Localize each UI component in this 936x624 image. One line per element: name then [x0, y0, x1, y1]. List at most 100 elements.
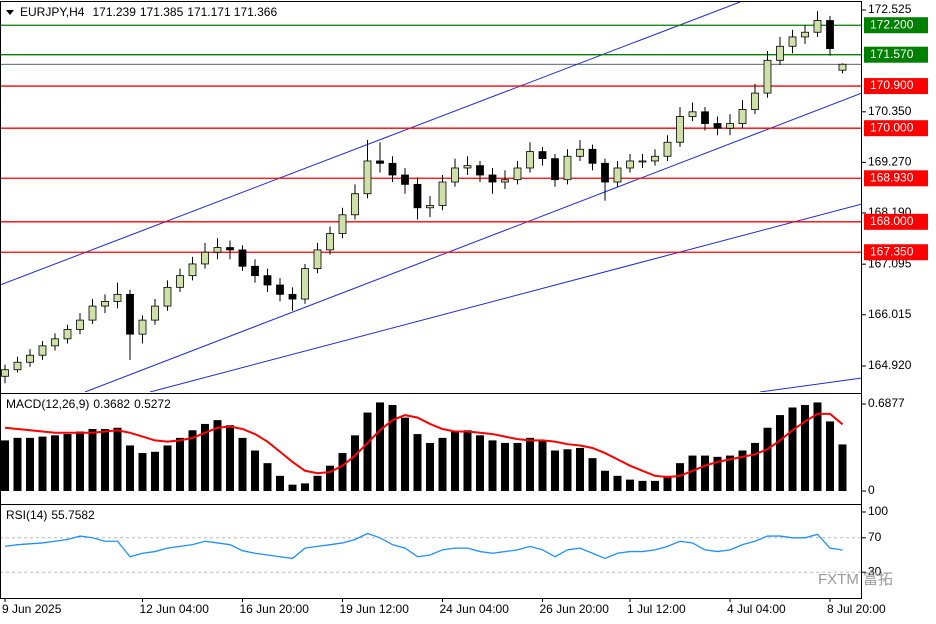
watermark: FXTM 富拓 [818, 570, 893, 588]
candle-body [188, 263, 197, 277]
candle-body [76, 319, 84, 330]
macd-bar [363, 412, 372, 492]
macd-bar [376, 402, 384, 492]
macd-bar [113, 427, 122, 492]
x-tick-label: 26 Jun 20:00 [540, 602, 610, 616]
macd-bar [313, 475, 322, 492]
macd-bar [213, 420, 222, 492]
candle-body [588, 148, 597, 164]
macd-bar [188, 430, 197, 492]
y-tick-label: 70 [868, 530, 882, 544]
level-label: 168.930 [870, 170, 914, 184]
candle-body [326, 233, 334, 251]
trendline [149, 203, 862, 392]
macd-bar [588, 458, 597, 492]
macd-bar [438, 437, 447, 492]
candle-body [688, 111, 697, 117]
y-tick-label: 166.015 [868, 307, 912, 321]
macd-bar [288, 484, 297, 492]
macd-bar [38, 436, 47, 492]
macd-bar [776, 415, 784, 492]
rsi-value: 55.7582 [51, 508, 95, 522]
header-value: 171.366 [234, 5, 278, 19]
macd-bar [201, 423, 209, 492]
macd-bar [138, 453, 147, 492]
trendlines [0, 2, 862, 392]
macd-signal-value: 0.5272 [134, 397, 171, 411]
candle-body [238, 249, 247, 267]
y-tick-label: 169.270 [868, 155, 912, 169]
candle-body [726, 123, 734, 129]
macd-bar [88, 429, 97, 492]
indicator-panels: 0.6877 0 MACD(12,26,9) 0.3682 0.5272 100 70 30 R… [0, 396, 905, 578]
candle-body [263, 275, 272, 286]
candle-body [351, 193, 359, 216]
candle-body [576, 148, 584, 157]
candle-body [526, 151, 534, 169]
candle-body [213, 247, 222, 253]
candle-body [413, 183, 422, 209]
candle-body [626, 160, 634, 169]
frames [0, 1, 862, 599]
level-label: 170.900 [870, 78, 914, 92]
level-label: 167.350 [870, 244, 914, 258]
macd-bar [538, 440, 547, 492]
candle-body [776, 45, 784, 61]
candle-body [651, 155, 659, 162]
macd-bar [101, 429, 109, 492]
chart-header: EURJPY,H4 171.239 171.385 171.171 171.366 [20, 5, 277, 19]
candle-body [488, 174, 497, 183]
macd-bar [238, 437, 247, 492]
candle-body [26, 354, 34, 363]
level-label: 172.200 [870, 17, 914, 31]
candle-body [38, 345, 47, 356]
macd-bar [338, 453, 347, 492]
candle-body [638, 160, 647, 163]
macd-bar [26, 437, 34, 492]
macd-bar [126, 445, 134, 492]
candle-body [538, 151, 547, 160]
candle-body [88, 305, 97, 321]
macd-bar [576, 447, 584, 492]
macd-bar [826, 421, 834, 492]
candle-body [513, 167, 522, 181]
macd-bar [751, 442, 759, 492]
candle-body [176, 275, 184, 288]
trendline [759, 377, 862, 392]
macd-header: MACD(12,26,9) 0.3682 0.5272 [6, 397, 171, 411]
x-tick-label: 12 Jun 04:00 [140, 602, 210, 616]
x-tick-label: 19 Jun 12:00 [340, 602, 410, 616]
macd-bar [351, 435, 359, 492]
candle-body [801, 31, 809, 38]
macd-bar [713, 456, 722, 492]
candle-body [751, 92, 759, 110]
macd-bar [613, 475, 622, 492]
candle-body [338, 214, 347, 234]
x-tick-label: 24 Jun 04:00 [440, 602, 510, 616]
level-label-bg [864, 244, 928, 261]
macd-bar [813, 402, 822, 492]
macd-bar [388, 404, 397, 492]
y-tick-label: 164.920 [868, 358, 912, 372]
candle-body [1, 369, 9, 377]
macd-bar [326, 465, 334, 492]
macd-bar [276, 475, 284, 492]
trendline [0, 2, 741, 286]
header-value: EURJPY,H4 [20, 5, 85, 19]
level-label: 170.000 [870, 120, 914, 134]
candle-body [563, 155, 572, 181]
x-tick-label: 9 Jun 2025 [2, 602, 62, 616]
trendline [84, 92, 862, 392]
macd-bar [526, 437, 534, 492]
candle-body [826, 20, 834, 50]
frame [0, 1, 862, 599]
macd-bar [226, 425, 234, 492]
candle-body [476, 165, 484, 176]
x-tick-label: 4 Jul 04:00 [727, 602, 786, 616]
macd-bar [151, 451, 159, 492]
candle-body [551, 158, 559, 181]
candle-body [201, 251, 209, 265]
macd-title: MACD(12,26,9) [6, 397, 89, 411]
macd-bar [726, 455, 734, 492]
x-tick-label: 16 Jun 20:00 [240, 602, 310, 616]
